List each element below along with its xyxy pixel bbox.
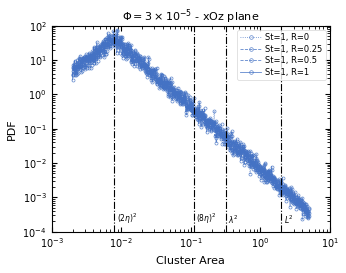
St=1, R=0 — [211, 123, 215, 126]
Legend: St=1, R=0, St=1, R=0.25, St=1, R=0.5, St=1, R=1: St=1, R=0, St=1, R=0.25, St=1, R=0.5, St… — [237, 30, 326, 80]
St=1, R=0 — [197, 113, 201, 117]
St=1, R=0.5 — [298, 202, 302, 205]
St=1, R=0 — [306, 216, 310, 219]
St=1, R=0.5 — [115, 28, 119, 31]
St=1, R=0.5 — [134, 54, 138, 58]
St=1, R=1 — [71, 78, 75, 82]
St=1, R=1 — [211, 122, 215, 125]
Text: $\lambda^2$: $\lambda^2$ — [228, 213, 239, 226]
Line: St=1, R=1: St=1, R=1 — [71, 29, 311, 220]
St=1, R=0.25 — [71, 73, 75, 77]
St=1, R=0.5 — [304, 208, 308, 212]
St=1, R=0 — [298, 203, 302, 206]
Line: St=1, R=0.25: St=1, R=0.25 — [71, 32, 311, 221]
St=1, R=0.25 — [298, 206, 302, 210]
St=1, R=0.25 — [211, 121, 215, 124]
St=1, R=0.25 — [305, 204, 309, 208]
Title: $\Phi = 3 \times 10^{-5}$ - xOz plane: $\Phi = 3 \times 10^{-5}$ - xOz plane — [122, 7, 260, 26]
St=1, R=0.25 — [307, 207, 311, 210]
St=1, R=0 — [71, 67, 75, 70]
Line: St=1, R=0.5: St=1, R=0.5 — [71, 28, 311, 218]
St=1, R=0.25 — [112, 32, 116, 35]
St=1, R=0 — [304, 207, 308, 210]
St=1, R=1 — [180, 98, 184, 101]
St=1, R=0.25 — [180, 99, 184, 102]
St=1, R=0.25 — [300, 218, 304, 221]
St=1, R=0.5 — [307, 215, 311, 218]
Text: $(2\eta)^2$: $(2\eta)^2$ — [117, 211, 137, 226]
St=1, R=0 — [307, 212, 311, 215]
St=1, R=0 — [180, 93, 184, 96]
St=1, R=1 — [306, 217, 310, 220]
St=1, R=0.25 — [134, 54, 138, 57]
St=1, R=0.5 — [211, 126, 215, 130]
St=1, R=0.5 — [71, 73, 75, 77]
St=1, R=1 — [304, 212, 308, 216]
Line: St=1, R=0: St=1, R=0 — [71, 34, 311, 219]
X-axis label: Cluster Area: Cluster Area — [156, 256, 225, 266]
St=1, R=0.5 — [197, 116, 201, 119]
Text: $(8\eta)^2$: $(8\eta)^2$ — [196, 211, 217, 226]
Y-axis label: PDF: PDF — [7, 118, 17, 140]
Text: $L^2$: $L^2$ — [284, 213, 293, 226]
St=1, R=1 — [134, 60, 138, 63]
St=1, R=1 — [298, 201, 302, 204]
St=1, R=0 — [134, 59, 138, 62]
St=1, R=1 — [307, 207, 311, 210]
St=1, R=0.25 — [197, 100, 201, 103]
St=1, R=1 — [115, 29, 119, 33]
St=1, R=0 — [115, 34, 119, 37]
St=1, R=1 — [197, 105, 201, 108]
St=1, R=0.5 — [180, 103, 184, 106]
